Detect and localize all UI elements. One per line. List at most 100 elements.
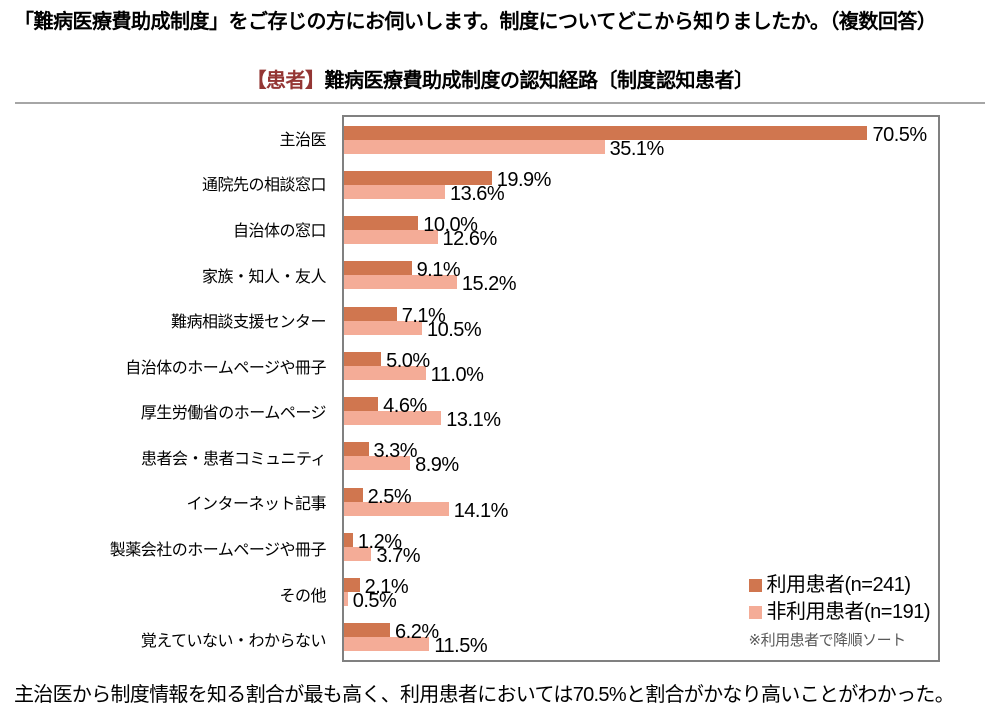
value-label: 10.0% (423, 214, 478, 237)
bar-nonused-patient (344, 275, 457, 290)
value-label: 12.6% (442, 228, 498, 251)
category-label: 厚生労働省のホームページ (140, 405, 327, 423)
bar-used-patient (344, 532, 353, 547)
bar-group: 6.2% 11.5% (344, 615, 938, 660)
value-label: 3.3% (373, 440, 418, 463)
bar-line: 35.1% (344, 139, 938, 159)
category-label: 家族・知人・友人 (201, 268, 327, 286)
legend-item-used: 利用患者(n=241) (748, 575, 931, 595)
bar-line: 6.2% (344, 622, 938, 642)
bar-used-patient (344, 351, 382, 366)
value-label: 14.1% (453, 499, 509, 522)
bar-used-patient (344, 623, 391, 638)
bar-group: 3.3% 8.9% (344, 434, 938, 479)
value-label: 70.5% (872, 123, 927, 146)
value-label: 7.1% (401, 304, 446, 327)
divider-line (15, 102, 985, 104)
bar-group: 19.9% 13.6% (344, 162, 938, 207)
bar-used-patient (344, 261, 412, 276)
value-label: 11.0% (430, 363, 484, 386)
bar-line: 10.0% (344, 215, 938, 235)
category-label: 通院先の相談窓口 (201, 177, 327, 195)
bars-container: 70.5% 35.1% 19.9% 13.6% 10.0% 12.6% 9.1% 15.2% 7… (344, 117, 938, 660)
bar-used-patient (344, 397, 379, 412)
value-label: 8.9% (415, 454, 459, 477)
bar-nonused-patient (344, 456, 411, 471)
chart-title-tag: 【患者】 (246, 70, 326, 92)
bar-nonused-patient (344, 546, 372, 561)
category-label: 患者会・患者コミュニティ (140, 450, 327, 468)
value-label: 2.5% (367, 485, 412, 508)
bar-nonused-patient (344, 184, 445, 199)
value-label: 11.5% (434, 635, 488, 658)
category-axis: 主治医 通院先の相談窓口 自治体の窓口 家族・知人・友人 難病相談支援センター 自治体のホ… (0, 115, 334, 662)
bar-group: 2.1% 0.5% (344, 570, 938, 615)
bar-group: 9.1% 15.2% (344, 253, 938, 298)
bar-line: 7.1% (344, 306, 938, 326)
value-label: 35.1% (609, 137, 665, 160)
value-label: 6.2% (395, 621, 439, 644)
bar-nonused-patient (344, 139, 605, 154)
bar-line: 8.9% (344, 455, 938, 475)
bar-nonused-patient (344, 411, 442, 426)
bar-nonused-patient (344, 637, 430, 652)
value-label: 19.9% (496, 168, 552, 191)
bar-line: 12.6% (344, 229, 938, 249)
value-label: 1.2% (357, 530, 402, 553)
bar-group: 1.2% 3.7% (344, 524, 938, 569)
bar-line: 13.1% (344, 410, 938, 430)
bar-line: 4.6% (344, 396, 938, 416)
value-label: 13.6% (449, 182, 505, 205)
legend: 利用患者(n=241) 非利用患者(n=191) ※利用患者で降順ソート (748, 575, 931, 650)
chart-title: 【患者】難病医療費助成制度の認知経路〔制度認知患者〕 (0, 64, 1000, 93)
bar-line: 3.3% (344, 441, 938, 461)
value-label: 15.2% (461, 273, 517, 296)
value-label: 4.6% (383, 395, 427, 418)
plot-area: 70.5% 35.1% 19.9% 13.6% 10.0% 12.6% 9.1% 15.2% 7… (342, 115, 940, 662)
bar-line: 3.7% (344, 546, 938, 566)
value-label: 3.7% (376, 544, 421, 567)
bar-used-patient (344, 170, 492, 185)
bar-line: 19.9% (344, 170, 938, 190)
bar-used-patient (344, 578, 360, 593)
bar-line: 9.1% (344, 260, 938, 280)
category-label: その他 (279, 587, 326, 605)
summary-caption: 主治医から制度情報を知る割合が最も高く、利用患者においては70.5%と割合がかな… (14, 684, 955, 706)
bar-used-patient (344, 216, 419, 231)
bar-nonused-patient (344, 230, 438, 245)
bar-line: 5.0% (344, 351, 938, 371)
bar-used-patient (344, 487, 363, 502)
bar-group: 7.1% 10.5% (344, 298, 938, 343)
bar-line: 10.5% (344, 320, 938, 340)
value-label: 5.0% (386, 349, 430, 372)
bar-group: 4.6% 13.1% (344, 389, 938, 434)
legend-item-nonused: 非利用患者(n=191) (748, 602, 930, 622)
bar-line: 11.0% (344, 365, 938, 385)
bar-line: 14.1% (344, 501, 938, 521)
sort-note: ※利用患者で降順ソート (748, 632, 907, 649)
bar-nonused-patient (344, 501, 449, 516)
legend-swatch-nonused-icon (748, 605, 762, 619)
question-title: 「難病医療費助成制度」をご存じの方にお伺いします。制度についてどこから知りました… (14, 11, 937, 33)
bar-group: 10.0% 12.6% (344, 208, 938, 253)
value-label: 0.5% (352, 590, 397, 613)
category-label: 難病相談支援センター (170, 314, 327, 332)
category-label: 自治体のホームページや冊子 (125, 359, 326, 377)
bar-group: 70.5% 35.1% (344, 117, 938, 162)
value-label: 2.1% (364, 576, 409, 599)
bar-used-patient (344, 442, 369, 457)
bar-nonused-patient (344, 365, 426, 380)
bar-line: 2.1% (344, 577, 938, 597)
category-label: 主治医 (279, 131, 326, 149)
bar-line: 70.5% (344, 125, 938, 145)
category-label: インターネット記事 (186, 496, 326, 514)
value-label: 9.1% (416, 259, 461, 282)
bar-line: 1.2% (344, 532, 938, 552)
legend-swatch-used-icon (748, 578, 762, 592)
chart-title-text: 難病医療費助成制度の認知経路〔制度認知患者〕 (324, 70, 755, 92)
bar-line: 11.5% (344, 636, 938, 656)
bar-used-patient (344, 306, 397, 321)
bar-group: 2.5% 14.1% (344, 479, 938, 524)
category-label: 製薬会社のホームページや冊子 (109, 541, 327, 559)
